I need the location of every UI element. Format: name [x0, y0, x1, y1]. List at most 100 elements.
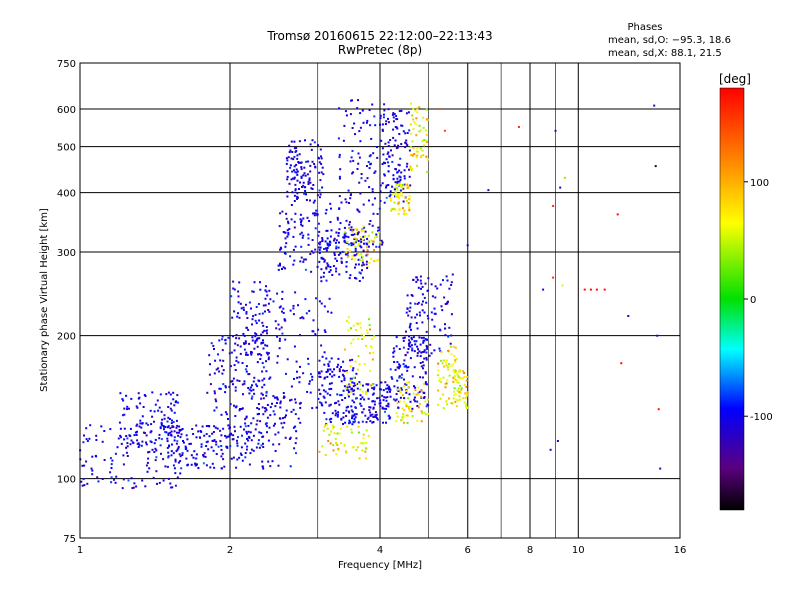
data-point — [244, 456, 247, 459]
data-point — [426, 398, 429, 401]
data-point — [423, 411, 426, 414]
data-point — [308, 179, 311, 181]
data-point — [426, 140, 428, 143]
data-point — [410, 102, 412, 105]
data-point — [125, 394, 128, 397]
data-point — [353, 238, 356, 241]
data-point — [147, 451, 150, 454]
data-point — [448, 397, 450, 400]
data-point — [414, 340, 417, 343]
data-point — [162, 425, 165, 427]
data-point — [294, 413, 297, 416]
data-point — [95, 439, 98, 441]
data-point — [318, 300, 321, 303]
data-point — [356, 387, 359, 390]
data-point — [221, 338, 224, 341]
data-point — [236, 379, 239, 382]
data-point — [448, 363, 451, 366]
data-point — [234, 415, 237, 417]
x-tick-label: 6 — [465, 545, 471, 556]
data-point — [397, 163, 400, 166]
data-point — [220, 455, 223, 458]
data-point — [376, 156, 379, 159]
data-point — [306, 216, 309, 219]
data-point — [405, 405, 408, 408]
data-point — [368, 109, 371, 111]
data-point — [454, 370, 457, 373]
data-point — [209, 383, 212, 386]
data-point — [228, 433, 231, 436]
data-point — [361, 411, 364, 414]
data-point — [261, 436, 264, 438]
data-point — [404, 354, 407, 356]
data-point — [194, 462, 197, 465]
data-point — [386, 396, 389, 399]
data-point — [355, 329, 357, 331]
data-point — [367, 240, 370, 243]
data-point — [440, 380, 443, 383]
data-point — [365, 383, 368, 386]
data-point — [122, 463, 125, 466]
data-point — [388, 195, 391, 198]
data-point — [242, 332, 245, 335]
data-point — [262, 446, 265, 448]
data-point — [366, 177, 369, 180]
data-point — [220, 413, 223, 416]
data-point — [387, 170, 390, 173]
data-point — [351, 172, 354, 175]
data-point — [331, 274, 334, 276]
data-point — [441, 362, 444, 365]
data-point — [411, 347, 414, 350]
data-point — [338, 375, 341, 378]
data-point — [254, 332, 257, 335]
data-point — [343, 377, 346, 380]
data-point — [452, 397, 455, 400]
data-point — [253, 376, 256, 379]
data-point — [358, 181, 361, 184]
data-point — [337, 400, 340, 403]
data-point — [350, 226, 353, 229]
data-point — [332, 449, 335, 452]
data-point — [299, 334, 301, 337]
data-point — [284, 436, 287, 439]
data-point — [323, 411, 326, 414]
data-point — [320, 162, 323, 165]
data-point — [328, 418, 331, 421]
data-point — [382, 421, 384, 424]
data-point — [351, 415, 354, 418]
data-point — [408, 339, 411, 342]
data-point — [181, 428, 184, 430]
data-point — [343, 236, 346, 239]
data-point — [244, 342, 247, 345]
data-point — [245, 303, 247, 306]
data-point — [138, 444, 141, 446]
data-point — [405, 142, 408, 145]
data-point — [215, 368, 218, 371]
data-point — [337, 363, 340, 366]
data-point — [336, 393, 339, 396]
data-point — [423, 139, 426, 141]
data-point — [412, 107, 415, 110]
data-point — [454, 359, 457, 362]
data-point — [399, 184, 402, 187]
data-point — [266, 353, 269, 356]
data-point — [100, 425, 103, 428]
data-point — [417, 348, 419, 351]
data-point — [357, 431, 360, 434]
data-point — [179, 436, 182, 439]
data-point — [136, 439, 139, 442]
data-point — [167, 456, 170, 459]
data-point — [171, 486, 174, 489]
data-point — [362, 263, 365, 266]
data-point — [86, 482, 89, 485]
data-point — [90, 467, 93, 470]
data-point — [403, 397, 406, 400]
plot-frame — [79, 62, 681, 539]
data-point — [589, 288, 592, 291]
data-point — [293, 377, 295, 380]
data-point — [437, 362, 440, 365]
data-point — [351, 417, 353, 420]
data-point — [405, 403, 408, 406]
data-point — [317, 144, 319, 147]
data-point — [281, 298, 284, 300]
